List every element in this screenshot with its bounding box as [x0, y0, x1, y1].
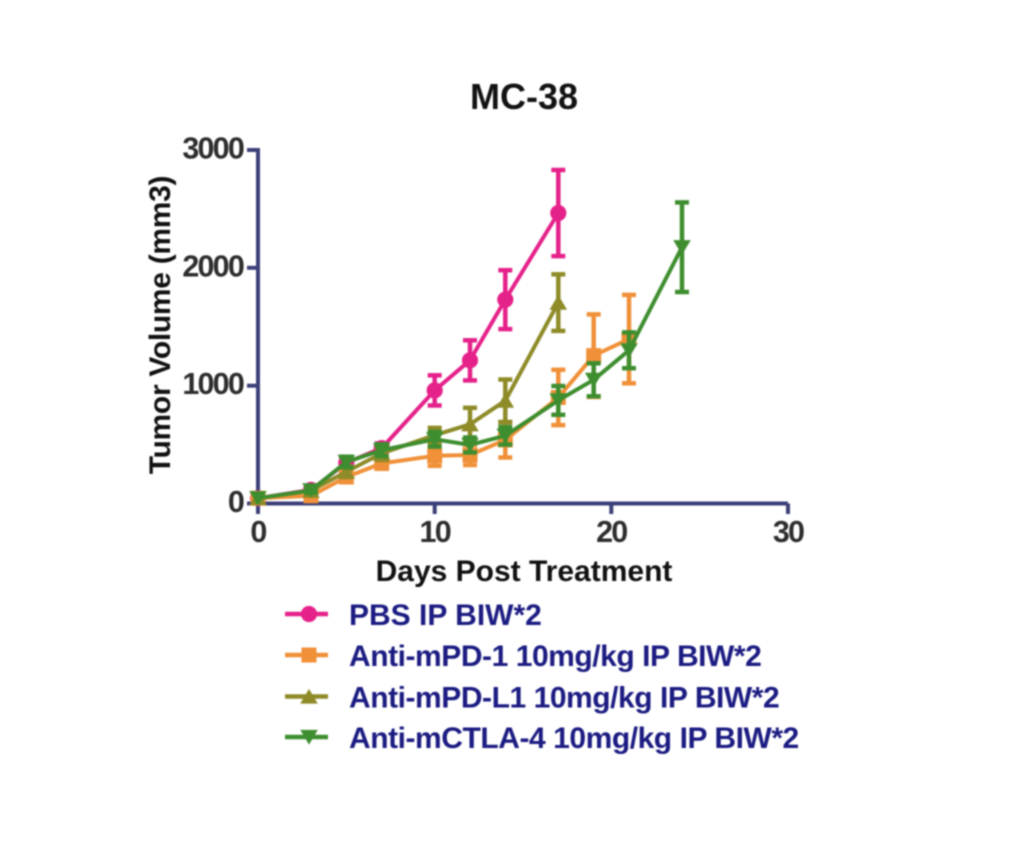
svg-text:1000: 1000 — [182, 367, 243, 401]
svg-text:0: 0 — [228, 485, 244, 519]
svg-text:Anti-mCTLA-4 10mg/kg IP BIW*2: Anti-mCTLA-4 10mg/kg IP BIW*2 — [349, 722, 799, 755]
svg-text:0: 0 — [250, 515, 266, 549]
svg-text:Days Post Treatment: Days Post Treatment — [376, 555, 673, 588]
svg-text:20: 20 — [596, 515, 627, 549]
svg-text:30: 30 — [773, 515, 804, 549]
svg-text:PBS IP BIW*2: PBS IP BIW*2 — [349, 599, 542, 632]
svg-text:Anti-mPD-L1 10mg/kg IP BIW*2: Anti-mPD-L1 10mg/kg IP BIW*2 — [349, 682, 779, 715]
svg-text:Anti-mPD-1 10mg/kg IP BIW*2: Anti-mPD-1 10mg/kg IP BIW*2 — [349, 640, 761, 673]
svg-text:2000: 2000 — [182, 249, 243, 283]
svg-text:MC-38: MC-38 — [470, 76, 578, 117]
svg-text:3000: 3000 — [182, 132, 243, 166]
svg-text:10: 10 — [420, 515, 451, 549]
svg-text:Tumor Volume (mm3): Tumor Volume (mm3) — [144, 176, 177, 475]
